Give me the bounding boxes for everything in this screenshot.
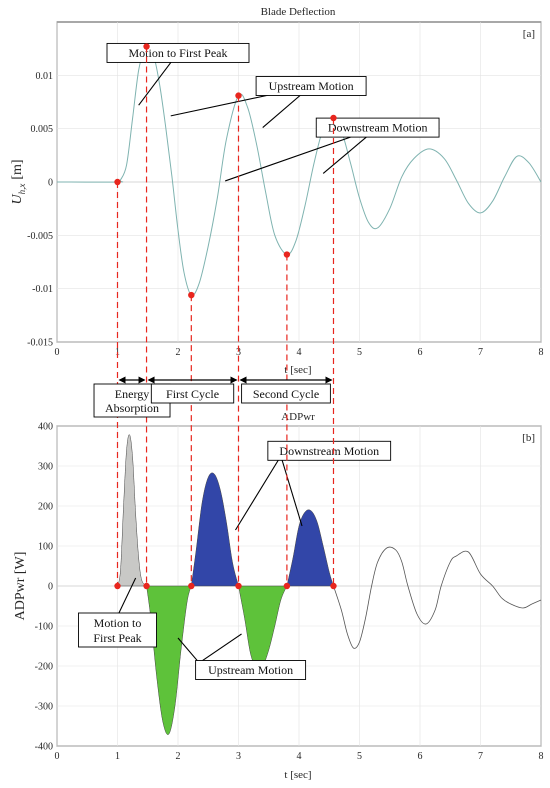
panel-b-marker — [188, 582, 195, 590]
annotation-text: Upstream Motion — [269, 79, 354, 93]
panel-a-annotations: Motion to First Peak Upstream Motion Downs… — [106, 42, 440, 138]
phase-label-text-line2: Absorption — [105, 401, 159, 415]
b-y-tick-label: -300 — [35, 702, 53, 713]
phase-label-text: Energy — [115, 387, 149, 401]
panel-a-marker — [143, 43, 150, 50]
panel-a-title: Blade Deflection — [261, 6, 336, 18]
panel-a-y-axis-label: Uh,x[m] — [10, 159, 27, 204]
region-downstream-4 — [286, 509, 334, 587]
annotation-leader — [235, 455, 282, 531]
panel-b-power-chart: ADPwr 400 300 200 100 0 -100 -200 -300 -400 0 1 2 3… — [13, 411, 544, 781]
b-x-tick-label: 8 — [539, 751, 544, 762]
b-x-tick-label: 4 — [297, 751, 302, 762]
panel-b-y-ticks: 400 300 200 100 0 -100 -200 -300 -400 — [35, 422, 53, 753]
phase-label-text: First Cycle — [166, 387, 219, 401]
b-x-tick-label: 0 — [55, 751, 60, 762]
panel-b-y-axis-label: ADPwr [W] — [13, 552, 28, 621]
annotation-box: Downstream Motion — [267, 440, 392, 461]
b-y-tick-label: -100 — [35, 622, 53, 633]
phase-label: First Cycle — [147, 376, 238, 404]
b-x-tick-label: 5 — [357, 751, 362, 762]
panel-b-label: [b] — [522, 432, 535, 444]
a-x-tick-label: 7 — [478, 347, 483, 358]
a-x-tick-label: 8 — [539, 347, 544, 358]
annotation-leader — [117, 577, 137, 617]
b-y-tick-label: 100 — [38, 542, 53, 553]
panel-b-marker — [114, 582, 121, 590]
b-x-tick-label: 3 — [236, 751, 241, 762]
a-y-tick-label: 0 — [48, 178, 53, 189]
panel-a-marker — [330, 114, 337, 122]
a-y-tick-label: 0.01 — [36, 71, 54, 82]
a-x-tick-label: 3 — [236, 347, 241, 358]
annotation-box: Upstream Motion — [255, 76, 367, 96]
panel-b-marker — [235, 582, 242, 590]
annotation-leader — [198, 633, 242, 664]
panel-b-marker — [283, 582, 291, 590]
panel-a-deflection-chart: Blade Deflection 0.01 0.005 0 -0.005 -0.01 -0… — [10, 6, 544, 376]
panel-a-marker — [114, 178, 121, 186]
annotation-text: Motion to — [94, 616, 142, 630]
b-x-tick-label: 6 — [418, 751, 423, 762]
panel-a-marker — [283, 251, 291, 258]
panel-b-power-line — [333, 546, 542, 649]
annotation-leader — [280, 455, 303, 527]
annotation-text-line2: First Peak — [93, 631, 141, 645]
panel-b-x-axis-label: t [sec] — [284, 769, 311, 781]
b-y-tick-label: 400 — [38, 422, 53, 433]
annotation-text: Motion to First Peak — [128, 46, 227, 60]
panel-b-x-ticks: 0 1 2 3 4 5 6 7 8 — [55, 751, 544, 762]
b-y-tick-label: 0 — [48, 582, 53, 593]
svg-text:Uh,x[m]: Uh,x[m] — [10, 159, 27, 204]
panel-b-filled-regions — [117, 434, 334, 735]
annotation-leader — [177, 637, 200, 664]
annotation-box: Upstream Motion — [195, 660, 307, 680]
b-y-tick-label: 200 — [38, 502, 53, 513]
annotation-box: Downstream Motion — [315, 117, 440, 138]
panel-a-y-ticks: 0.01 0.005 0 -0.005 -0.01 -0.015 — [27, 71, 53, 349]
panel-b-marker — [330, 582, 337, 590]
a-y-tick-label: -0.005 — [27, 231, 53, 242]
a-y-tick-label: -0.01 — [32, 284, 53, 295]
b-x-tick-label: 7 — [478, 751, 483, 762]
panel-b-marker — [143, 582, 150, 590]
region-downstream-2 — [191, 472, 239, 587]
panel-b-title: ADPwr — [281, 411, 315, 423]
panel-a-marker — [235, 92, 242, 99]
b-x-tick-label: 1 — [115, 751, 120, 762]
a-x-tick-label: 4 — [297, 347, 302, 358]
phase-label: Second Cycle — [239, 376, 333, 404]
b-y-tick-label: -400 — [35, 742, 53, 753]
event-markers — [114, 43, 337, 590]
panel-a-x-axis-label: t [sec] — [284, 364, 311, 376]
a-y-tick-label: -0.015 — [27, 338, 53, 349]
panel-b-annotation-leaders — [117, 455, 303, 664]
b-x-tick-label: 2 — [176, 751, 181, 762]
a-x-tick-label: 6 — [418, 347, 423, 358]
a-x-tick-label: 2 — [176, 347, 181, 358]
panel-a-label: [a] — [523, 28, 535, 40]
a-x-tick-label: 0 — [55, 347, 60, 358]
a-x-tick-label: 5 — [357, 347, 362, 358]
panel-b-annotations: Downstream Motion Upstream Motion Motion t… — [78, 440, 392, 680]
a-y-tick-label: 0.005 — [31, 124, 54, 135]
annotation-box: Motion to First Peak — [106, 42, 250, 63]
annotation-text: Upstream Motion — [208, 663, 293, 677]
phase-label-text: Second Cycle — [253, 387, 319, 401]
panel-a-marker — [188, 291, 195, 299]
annotation-text: Downstream Motion — [328, 121, 428, 135]
b-y-tick-label: -200 — [35, 662, 53, 673]
b-y-tick-label: 300 — [38, 462, 53, 473]
region-energy-0 — [117, 434, 148, 587]
annotation-text: Downstream Motion — [279, 444, 379, 458]
